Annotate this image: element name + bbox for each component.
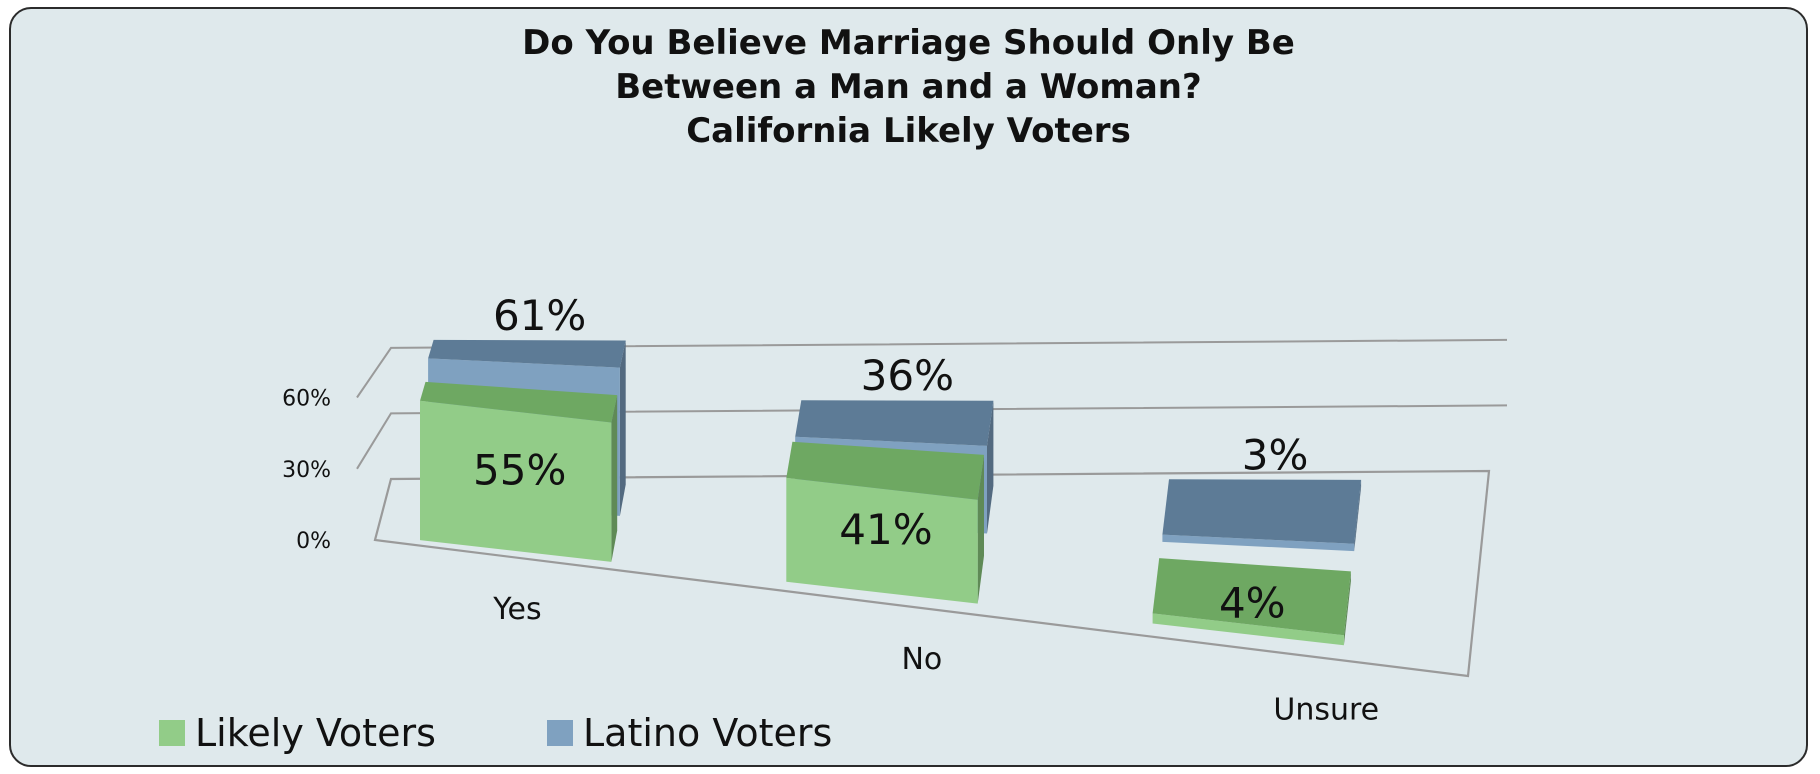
bar-likely-voters-no [786,441,984,604]
floor-outline [373,469,1491,678]
bar-likely-voters-yes [420,381,618,562]
data-label: 4% [1219,578,1286,627]
legend-swatch-likely-voters [159,720,185,746]
chart-title: Do You Believe Marriage Should Only Be B… [11,21,1806,153]
bar-front-face [1152,613,1344,646]
bar-front-face [1162,534,1355,552]
chart-title-line-3: California Likely Voters [686,111,1131,151]
chart-frame: Do You Believe Marriage Should Only Be B… [9,7,1808,767]
grid-layer [356,338,1508,678]
bar-top-face [795,400,994,446]
y-tick-label: 60% [282,387,331,412]
data-label: 41% [839,505,932,554]
bar-front-face [420,400,612,562]
legend-swatch-latino-voters [547,720,573,746]
data-label-layer: 61% 36% 3% 55% 41% 4% [473,291,1308,627]
chart-title-line-2: Between a Man and a Woman? [615,67,1202,107]
bar-top-face [786,441,984,500]
bar-top-face [1162,479,1362,544]
bar-layer [420,339,1362,646]
bar-side-face [619,340,626,516]
category-label-no: No [901,642,942,677]
data-label: 61% [493,291,586,340]
y-tick-label: 30% [282,458,331,483]
category-labels: Yes No Unsure [492,592,1379,728]
y-tick-label: 0% [296,529,331,554]
legend-item-likely-voters: Likely Voters [159,711,436,755]
bar-likely-voters-unsure [1152,558,1351,646]
gridline [356,404,1508,470]
bar-front-face [786,477,978,604]
bar-side-face [977,454,984,604]
y-axis-ticks: 0% 30% 60% [282,387,331,555]
data-label: 36% [861,351,954,400]
category-label-yes: Yes [492,592,541,627]
bar-top-face [1152,558,1351,636]
bar-side-face [611,395,618,562]
bar-top-face [428,339,626,368]
legend-label-latino-voters: Latino Voters [583,711,833,755]
legend-item-latino-voters: Latino Voters [547,711,832,755]
bar-side-face [1343,571,1351,646]
data-label: 55% [473,445,566,494]
category-label-unsure: Unsure [1273,693,1379,728]
gridline [356,338,1508,399]
data-label: 3% [1242,430,1309,479]
chart-title-line-1: Do You Believe Marriage Should Only Be [522,23,1295,63]
bar-side-face [987,400,994,534]
bar-side-face [1354,479,1362,552]
bar-latino-voters-unsure [1162,479,1362,552]
legend-label-likely-voters: Likely Voters [195,711,436,755]
chart-plot: 0% 30% 60% 61% 36% 3% 55% 41% 4% Yes No Unsure [282,291,1508,728]
bar-top-face [420,381,618,423]
